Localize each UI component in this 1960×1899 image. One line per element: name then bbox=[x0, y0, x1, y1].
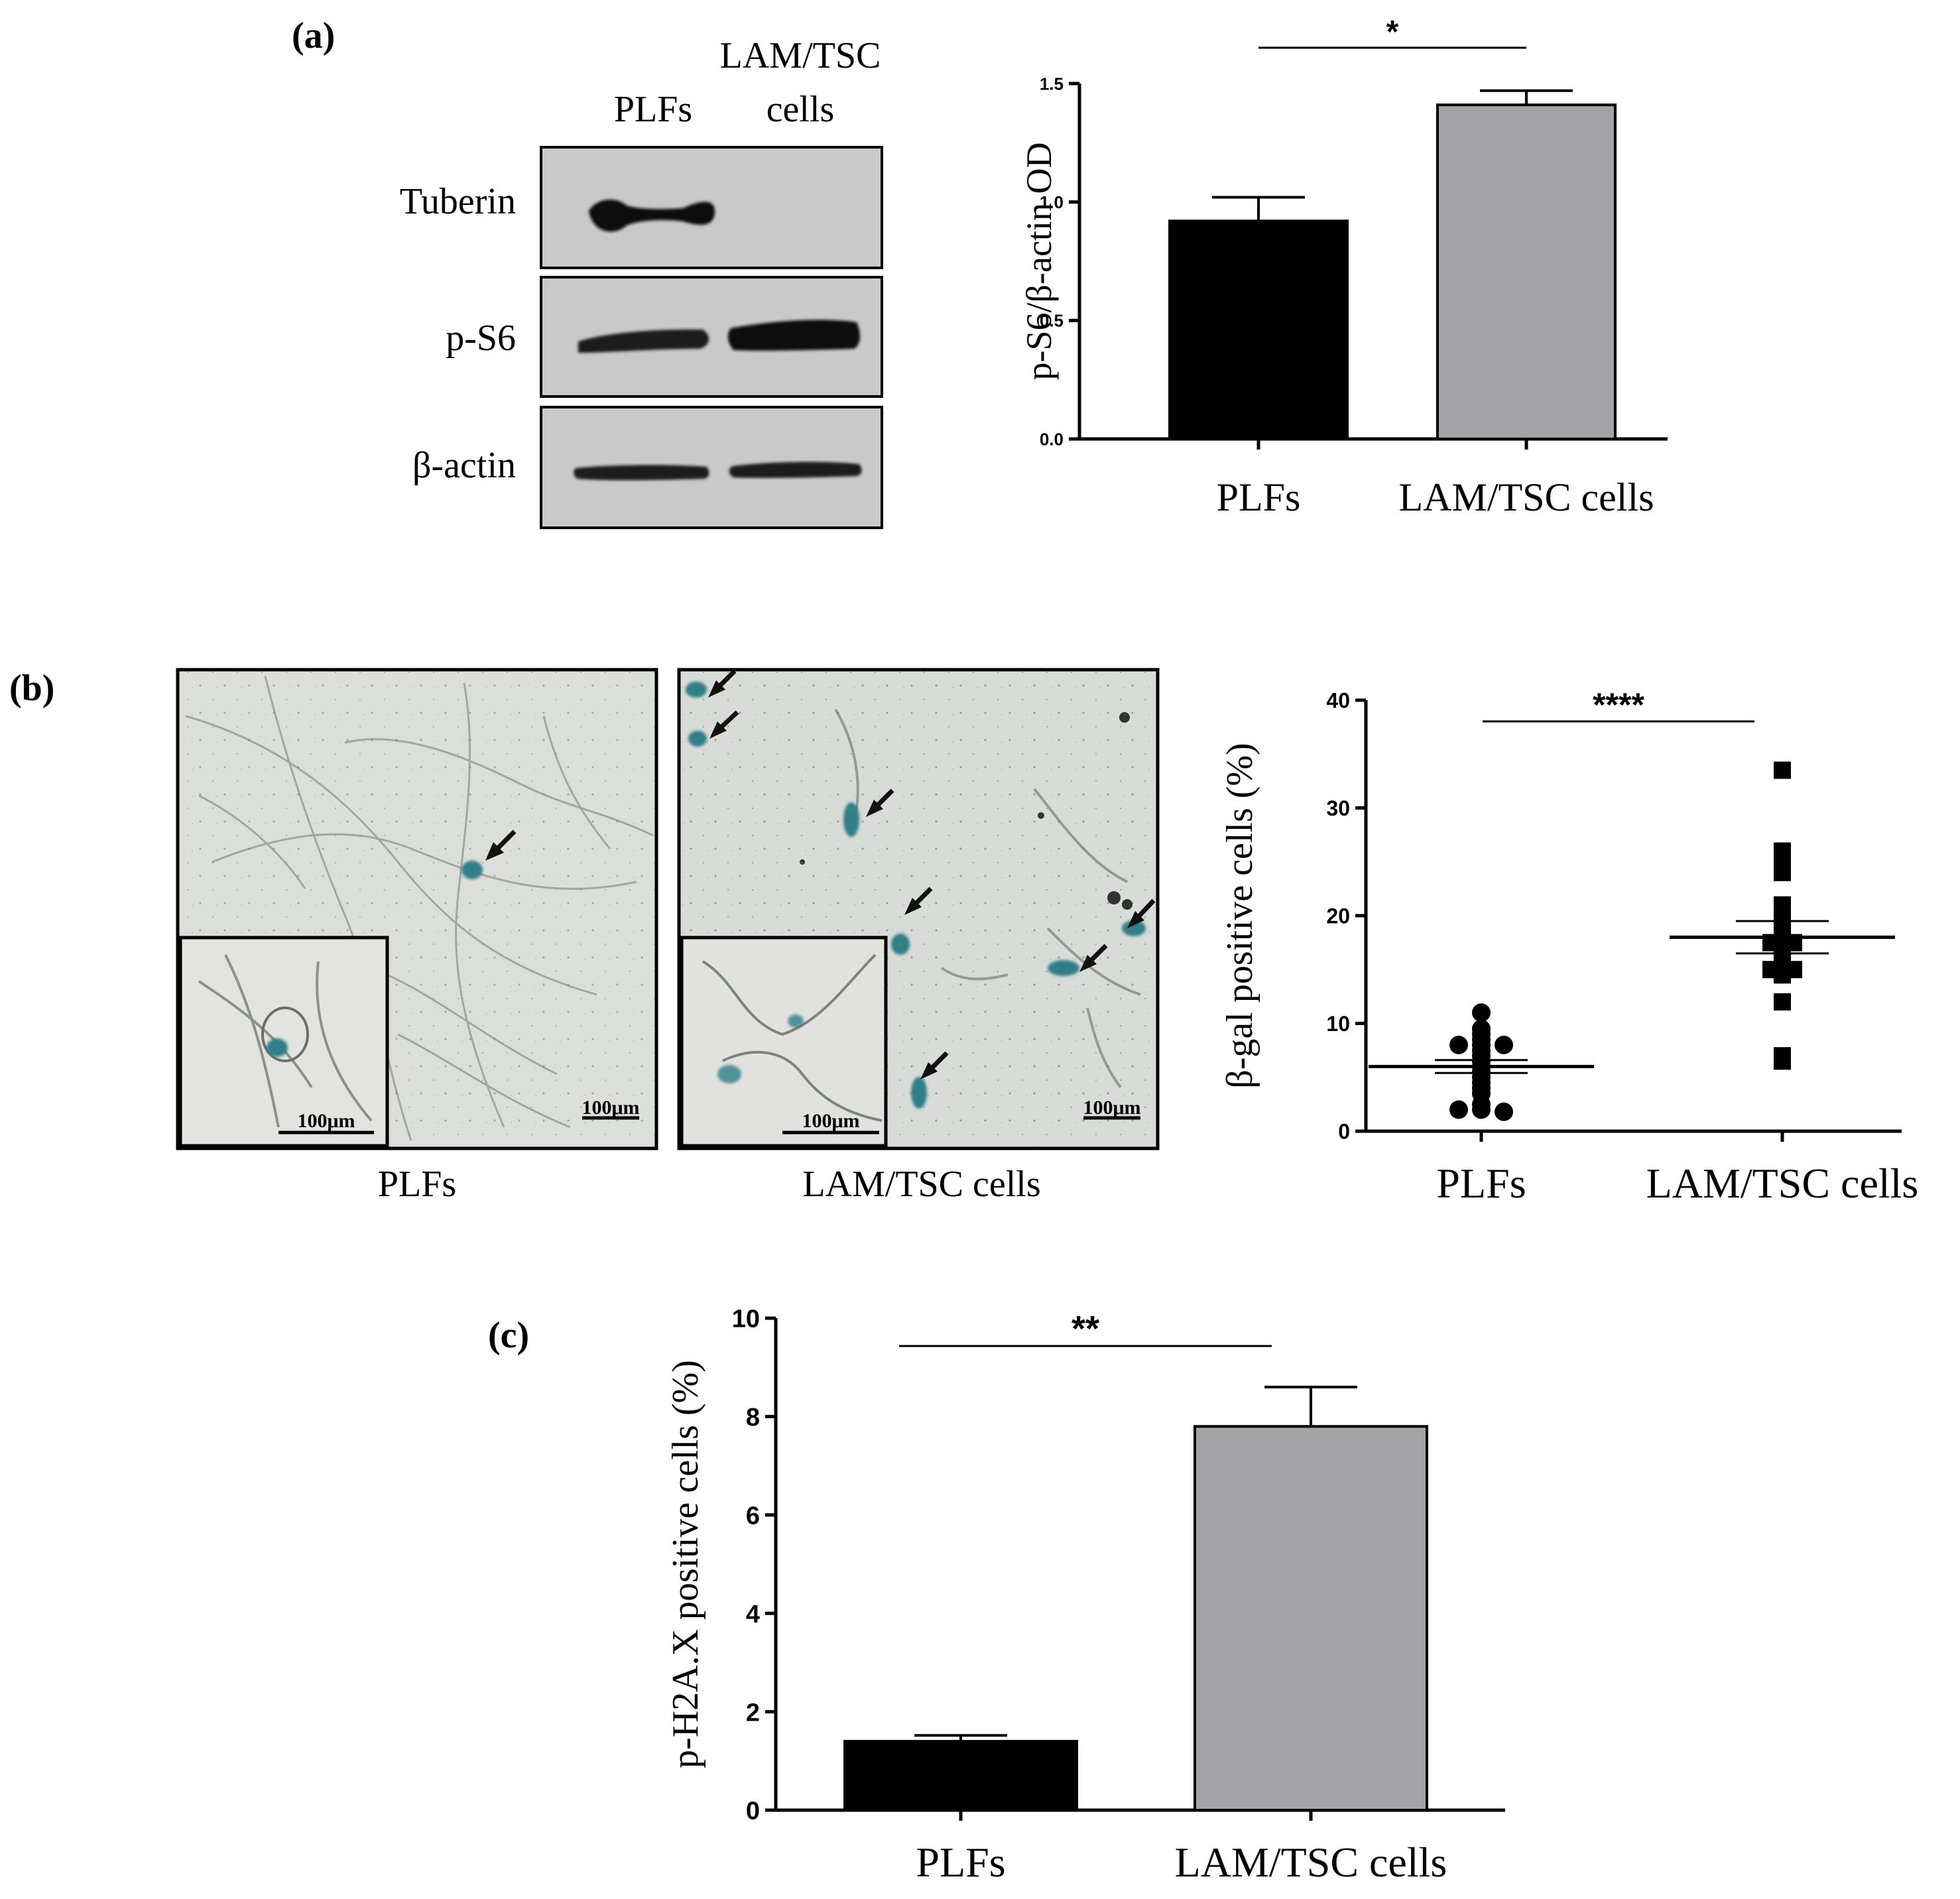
inset-scale-bar-label: 100μm bbox=[802, 1110, 860, 1132]
x-tick-label: LAM/TSC cells bbox=[1399, 475, 1654, 519]
y-tick-label: 40 bbox=[1326, 689, 1350, 713]
data-point bbox=[1495, 1036, 1513, 1054]
y-tick-label: 0.0 bbox=[1040, 429, 1064, 449]
y-tick-label: 0 bbox=[1338, 1120, 1350, 1144]
scale-bar-label: 100μm bbox=[582, 1097, 640, 1119]
y-tick-label: 20 bbox=[1326, 904, 1350, 928]
data-point bbox=[1774, 901, 1791, 919]
lane-label-cells: cells bbox=[766, 89, 835, 130]
data-point bbox=[1449, 1100, 1468, 1119]
panel-label-c: (c) bbox=[488, 1315, 529, 1356]
western-blot: PLFs LAM/TSC cells Tuberin p-S6 β-actin bbox=[400, 35, 883, 529]
actin-band-plfs bbox=[574, 465, 709, 481]
lane-label-lam-tsc: LAM/TSC bbox=[720, 35, 881, 76]
y-tick-label: 4 bbox=[746, 1601, 760, 1628]
y-tick-label: 1.0 bbox=[1040, 192, 1064, 212]
bar bbox=[1168, 219, 1349, 440]
row-label-tuberin: Tuberin bbox=[400, 181, 516, 222]
inset-lam-tsc: 100μm bbox=[680, 936, 888, 1148]
y-tick-label: 10 bbox=[732, 1306, 760, 1333]
arrow-icon bbox=[485, 829, 517, 861]
x-tick-label: LAM/TSC cells bbox=[1646, 1160, 1919, 1207]
ps6-band-plfs bbox=[578, 329, 709, 353]
micrograph-caption-lam-tsc: LAM/TSC cells bbox=[802, 1164, 1040, 1205]
row-label-actin: β-actin bbox=[412, 445, 516, 486]
x-tick-label: PLFs bbox=[1217, 475, 1301, 519]
micrograph-plfs: 100μm 100μm bbox=[176, 668, 658, 1150]
bar bbox=[843, 1740, 1078, 1812]
inset-plfs: 100μm bbox=[178, 936, 389, 1148]
x-tick-label: PLFs bbox=[916, 1839, 1005, 1886]
data-point bbox=[1774, 993, 1791, 1011]
y-axis-label: p-H2A.X positive cells (%) bbox=[665, 1360, 706, 1768]
blot-strip-ps6 bbox=[540, 276, 883, 398]
scale-bar-label: 100μm bbox=[1083, 1097, 1141, 1119]
data-point bbox=[1774, 966, 1791, 984]
micrograph-caption-plfs: PLFs bbox=[378, 1164, 456, 1205]
y-tick-label: 6 bbox=[746, 1502, 760, 1530]
y-tick-label: 1.5 bbox=[1040, 74, 1064, 93]
data-point bbox=[1774, 864, 1791, 881]
lane-label-plfs: PLFs bbox=[614, 89, 692, 130]
blot-strip-tuberin bbox=[540, 146, 883, 269]
x-tick-label: LAM/TSC cells bbox=[1175, 1839, 1447, 1886]
micrograph-lam-tsc: 100μm 100μm bbox=[677, 668, 1160, 1150]
data-point bbox=[1472, 1003, 1491, 1022]
data-point bbox=[1495, 1102, 1513, 1121]
tuberin-band-plfs bbox=[589, 199, 715, 232]
x-tick-label: PLFs bbox=[1436, 1160, 1526, 1207]
ps6-band-lam bbox=[727, 320, 860, 351]
significance-marker: **** bbox=[1593, 686, 1644, 723]
y-tick-label: 0.5 bbox=[1040, 311, 1064, 331]
chart-beta-gal: 0 10 20 30 40 PLFs LAM/TSC cells β-gal positive… bbox=[1219, 686, 1918, 1207]
data-point bbox=[1472, 1100, 1491, 1119]
data-point bbox=[1774, 1052, 1791, 1070]
inset-scale-bar-label: 100μm bbox=[298, 1110, 355, 1132]
y-tick-label: 8 bbox=[746, 1404, 760, 1432]
y-tick-label: 10 bbox=[1326, 1012, 1350, 1036]
y-axis-label: p-S6/β-actin OD bbox=[1019, 143, 1059, 381]
y-tick-label: 0 bbox=[746, 1798, 760, 1825]
bar bbox=[1194, 1425, 1428, 1811]
y-tick-label: 30 bbox=[1326, 796, 1350, 820]
significance-marker: ** bbox=[1072, 1309, 1099, 1349]
arrow-icon bbox=[708, 669, 1156, 1079]
row-label-ps6: p-S6 bbox=[446, 318, 516, 359]
panel-label-a: (a) bbox=[292, 15, 335, 56]
significance-marker: * bbox=[1386, 15, 1399, 50]
bar bbox=[1436, 103, 1617, 440]
data-point bbox=[1449, 1036, 1468, 1054]
blot-strip-actin bbox=[540, 406, 883, 529]
chart-ps6-actin: 0.0 0.5 1.0 1.5 PLFs LAM/TSC cells p-S6/β-acti… bbox=[1019, 15, 1668, 519]
actin-band-lam bbox=[729, 461, 862, 478]
panel-label-b: (b) bbox=[9, 668, 54, 709]
y-tick-label: 2 bbox=[746, 1699, 760, 1727]
chart-ph2ax: 0 2 4 6 8 10 PLFs LAM/TSC cells p-H2A.X positive… bbox=[665, 1306, 1505, 1886]
data-point bbox=[1774, 761, 1791, 779]
y-axis-label: β-gal positive cells (%) bbox=[1219, 743, 1260, 1088]
